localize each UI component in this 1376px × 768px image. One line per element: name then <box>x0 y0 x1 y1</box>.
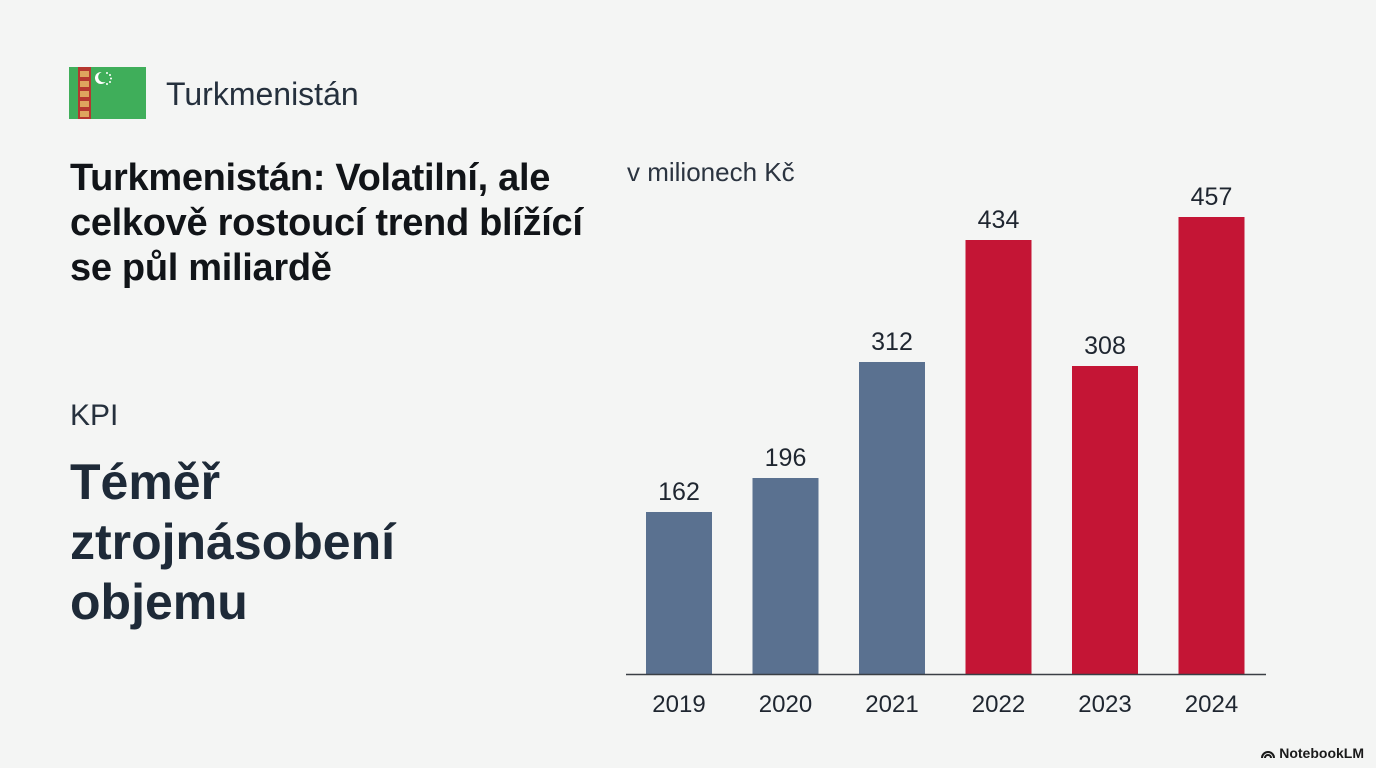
bar-2022 <box>965 240 1032 674</box>
bar-2024 <box>1178 217 1245 674</box>
data-label-2023: 308 <box>1084 332 1126 360</box>
x-tick-label-2021: 2021 <box>865 691 918 718</box>
turkmenistan-flag-icon <box>69 67 146 119</box>
bar-2021 <box>859 362 925 674</box>
data-label-2024: 457 <box>1191 183 1233 211</box>
chart-unit-label: v milionech Kč <box>627 157 795 187</box>
country-name: Turkmenistán <box>166 76 359 112</box>
data-label-2020: 196 <box>765 444 807 472</box>
x-tick-label-2024: 2024 <box>1185 691 1238 718</box>
bar-2023 <box>1072 366 1138 674</box>
x-tick-label-2020: 2020 <box>759 691 812 718</box>
x-tick-label-2019: 2019 <box>652 691 705 718</box>
bar-2019 <box>646 512 712 674</box>
data-label-2019: 162 <box>658 478 700 506</box>
page-title: Turkmenistán: Volatilní, ale celkově ros… <box>70 157 583 289</box>
brand-watermark: NotebookLM <box>1261 744 1364 762</box>
kpi-value: Téměř ztrojnásobení objemu <box>70 454 396 630</box>
kpi-label: KPI <box>70 399 119 432</box>
brand-label: NotebookLM <box>1279 745 1364 761</box>
x-tick-label-2023: 2023 <box>1078 691 1131 718</box>
bar-2020 <box>752 478 819 674</box>
x-tick-label-2022: 2022 <box>972 691 1025 718</box>
data-label-2022: 434 <box>978 206 1020 234</box>
data-label-2021: 312 <box>871 328 913 356</box>
notebooklm-logo-icon <box>1261 751 1276 759</box>
